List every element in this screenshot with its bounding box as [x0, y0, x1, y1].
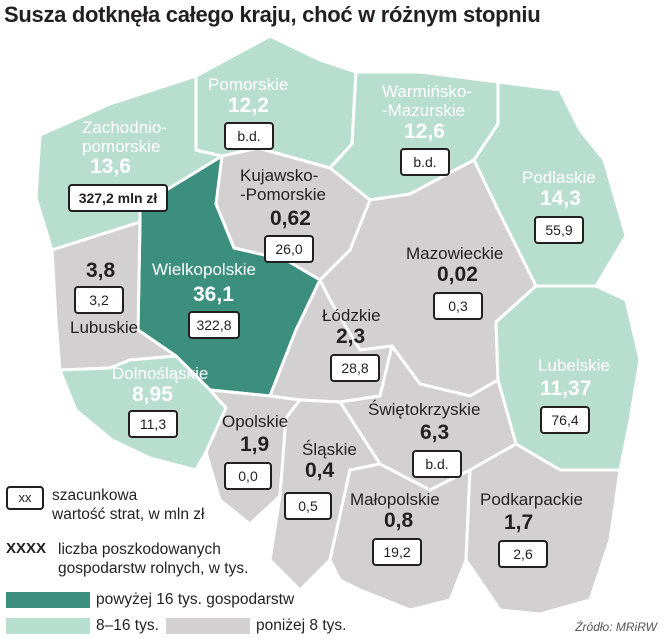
- box-swietokrzyskie: b.d.: [412, 450, 462, 478]
- value-swietokrzyskie: 6,3: [420, 421, 450, 444]
- box-opolskie: 0,0: [224, 462, 272, 490]
- box-malopolskie: 19,2: [372, 538, 422, 566]
- box-dolnoslaskie: 11,3: [128, 410, 178, 438]
- value-wielkopolskie: 36,1: [193, 283, 234, 306]
- legend-swatch-low: [166, 618, 250, 634]
- infographic-title: Susza dotknęła całego kraju, choć w różn…: [4, 2, 541, 27]
- box-lodzkie: 28,8: [330, 354, 380, 382]
- label-dolnoslaskie: Dolnośląskie: [112, 364, 209, 383]
- value-lodzkie: 2,3: [336, 325, 366, 348]
- value-pomorskie: 12,2: [228, 94, 269, 117]
- legend-bold-line1: liczba poszkodowanych: [58, 541, 221, 558]
- legend-low-label: poniżej 8 tys.: [256, 617, 347, 634]
- value-zachodniopomorskie: 13,6: [90, 155, 131, 178]
- label-mazowieckie: Mazowieckie: [406, 244, 504, 263]
- value-podlaskie: 14,3: [540, 187, 581, 210]
- legend-high-label: powyżej 16 tys. gospodarstw: [96, 591, 295, 608]
- label-pomorskie: Pomorskie: [208, 75, 289, 94]
- box-warminsko: b.d.: [400, 148, 450, 176]
- legend-mid-label: 8–16 tys.: [96, 617, 159, 634]
- label-swietokrzyskie: Świętokrzyskie: [368, 400, 481, 419]
- label-podkarpackie: Podkarpackie: [480, 490, 584, 509]
- value-podkarpackie: 1,7: [504, 511, 534, 534]
- legend-bold-line2: gospodarstw rolnych, w tys.: [58, 560, 249, 577]
- value-kujawsko: 0,62: [270, 207, 311, 230]
- value-lubelskie: 11,37: [540, 377, 592, 400]
- box-mazowieckie: 0,3: [433, 292, 483, 320]
- value-dolnoslaskie: 8,95: [132, 383, 173, 406]
- value-opolskie: 1,9: [240, 433, 270, 456]
- label-lubuskie: Lubuskie: [70, 318, 139, 337]
- label-slaskie: Śląskie: [302, 440, 357, 459]
- region-podkarpackie: [464, 442, 622, 616]
- legend-swatch-high: [6, 592, 90, 608]
- label-kujawsko-1: Kujawsko-: [240, 166, 319, 185]
- source-note: Źródło: MRiRW: [575, 620, 657, 634]
- legend-box-key: xx: [6, 486, 44, 510]
- value-warminsko: 12,6: [404, 120, 445, 143]
- box-podkarpackie: 2,6: [498, 540, 548, 568]
- box-kujawsko: 26,0: [264, 235, 314, 263]
- label-wielkopolskie: Wielkopolskie: [152, 260, 256, 279]
- value-mazowieckie: 0,02: [437, 263, 478, 286]
- legend-box-line2: wartość strat, w mln zł: [52, 506, 205, 523]
- box-lubuskie: 3,2: [74, 286, 124, 314]
- box-lubelskie: 76,4: [540, 406, 590, 434]
- label-warminsko-1: Warmińsko-: [382, 82, 473, 101]
- box-slaskie: 0,5: [284, 492, 332, 520]
- region-pomorskie: [194, 34, 358, 170]
- box-zachodniopomorskie: 327,2 mln zł: [68, 184, 168, 212]
- label-zachodniopomorskie-1: Zachodnio-: [82, 118, 168, 137]
- label-podlaskie: Podlaskie: [522, 168, 596, 187]
- box-pomorskie: b.d.: [224, 122, 274, 150]
- region-opolskie: [204, 388, 302, 526]
- label-malopolskie: Małopolskie: [350, 490, 440, 509]
- box-podlaskie: 55,9: [534, 216, 584, 244]
- legend-bold-key: XXXX: [6, 540, 47, 557]
- label-kujawsko-2: -Pomorskie: [240, 185, 326, 204]
- region-malopolskie: [328, 462, 472, 612]
- value-slaskie: 0,4: [305, 459, 335, 482]
- value-lubuskie: 3,8: [86, 259, 116, 282]
- label-opolskie: Opolskie: [222, 412, 289, 431]
- label-warminsko-2: -Mazurskie: [382, 101, 466, 120]
- box-wielkopolskie: 322,8: [188, 311, 240, 339]
- legend-swatch-mid: [6, 618, 90, 634]
- label-zachodniopomorskie-2: pomorskie: [82, 137, 161, 156]
- value-malopolskie: 0,8: [384, 509, 414, 532]
- legend-box-line1: szacunkowa: [52, 487, 138, 504]
- label-lubelskie: Lubelskie: [538, 356, 610, 375]
- label-lodzkie: Łódzkie: [322, 306, 381, 325]
